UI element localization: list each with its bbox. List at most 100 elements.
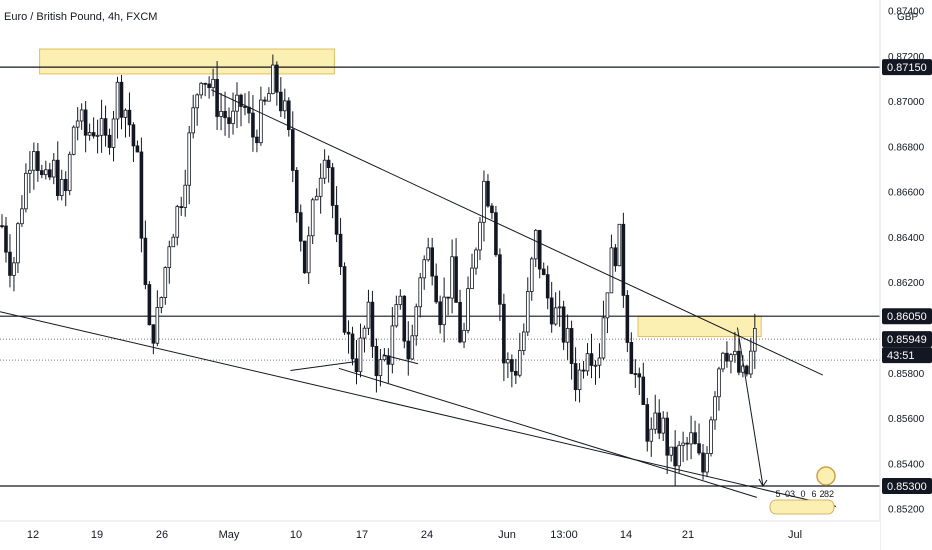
- candle-body: [557, 306, 562, 309]
- candle-body: [179, 206, 184, 208]
- candle-body: [410, 335, 415, 360]
- candle-body: [95, 134, 100, 137]
- trendline-0: [210, 89, 824, 376]
- candle-body: [151, 324, 156, 344]
- x-tick-label: 12: [27, 529, 39, 541]
- candles: [0, 54, 757, 486]
- candle-body: [561, 306, 566, 343]
- candle-body: [366, 301, 371, 329]
- candle-body: [306, 235, 311, 274]
- candle-body: [143, 237, 148, 285]
- candle-body: [553, 307, 558, 325]
- candle-body: [502, 303, 506, 364]
- event-badges[interactable]: 5 03 0 6 2 82: [769, 466, 836, 515]
- candle-body: [426, 247, 430, 261]
- candle-body: [613, 247, 618, 267]
- candle-body: [195, 94, 199, 109]
- candle-body: [525, 291, 530, 333]
- candle-body: [549, 297, 554, 325]
- candle-body: [350, 333, 355, 360]
- candle-body: [681, 442, 685, 446]
- candle-body: [338, 233, 343, 268]
- candle-body: [390, 325, 395, 365]
- time-axis[interactable]: 12 19 26 May 10 17 24 Jun 13:00 14 21 Jul: [0, 520, 880, 550]
- candle-body: [123, 109, 128, 118]
- candle-body: [470, 267, 474, 290]
- current-price-label-bg: [882, 331, 932, 348]
- candle-body: [36, 151, 40, 171]
- candle-body: [709, 419, 713, 454]
- candle-body: [490, 205, 494, 214]
- candle-body: [581, 369, 586, 372]
- candle-body: [51, 159, 56, 178]
- candle-body: [255, 136, 259, 144]
- candle-body: [40, 170, 44, 176]
- candle-body: [545, 274, 550, 299]
- candle-body: [8, 251, 12, 276]
- price-axis[interactable]: 0.87400 0.87200 0.87000 0.86800 0.86600 0.864…: [879, 0, 932, 550]
- candle-body: [577, 369, 582, 391]
- x-tick-label: May: [219, 529, 240, 541]
- candle-body: [717, 368, 721, 398]
- candle-body: [290, 129, 295, 171]
- candle-body: [494, 212, 498, 256]
- candle-body: [474, 249, 478, 269]
- candle-body: [641, 376, 646, 405]
- candle-body: [629, 342, 634, 374]
- candle-body: [753, 327, 757, 352]
- candle-body: [55, 159, 60, 196]
- trendline-3: [290, 361, 357, 372]
- candle-body: [354, 358, 359, 373]
- event-badge-icon: [816, 466, 836, 486]
- candle-body: [167, 246, 172, 268]
- candle-body: [223, 110, 227, 119]
- x-tick-label: 10: [290, 529, 302, 541]
- candle-body: [713, 396, 717, 421]
- badge-text: 82: [824, 489, 834, 499]
- candle-body: [478, 221, 482, 251]
- candle-body: [705, 453, 709, 473]
- level-price-label: 0.86050: [887, 311, 927, 323]
- candle-body: [498, 254, 502, 305]
- candle-body: [729, 354, 733, 362]
- candle-body: [649, 428, 654, 442]
- candle-body: [4, 225, 8, 253]
- candle-body: [677, 444, 681, 467]
- candle-body: [617, 223, 622, 267]
- badge-text: 03: [785, 489, 795, 499]
- candle-body: [506, 359, 510, 364]
- candle-body: [239, 94, 243, 107]
- candle-body: [454, 256, 458, 303]
- candle-body: [75, 120, 80, 128]
- supply-zone-1: [637, 315, 762, 338]
- arrow-head: [758, 478, 768, 487]
- candle-body: [689, 432, 693, 445]
- candle-body: [342, 266, 347, 333]
- projection-arrow: [736, 327, 764, 487]
- candle-body: [406, 340, 411, 360]
- candle-body: [83, 109, 88, 136]
- candle-body: [187, 132, 192, 186]
- candle-body: [310, 199, 315, 237]
- candle-body: [529, 258, 534, 292]
- candle-body: [593, 364, 598, 367]
- event-badge-strip: [769, 499, 835, 515]
- candle-body: [199, 82, 203, 96]
- candle-body: [458, 301, 462, 343]
- candle-body: [589, 353, 594, 366]
- candle-body: [107, 134, 112, 148]
- candle-body: [521, 331, 526, 351]
- candle-body: [621, 223, 626, 296]
- candle-body: [541, 268, 546, 276]
- y-tick-label: 0.86800: [888, 142, 925, 153]
- candle-body: [279, 91, 283, 112]
- badge-text: 5: [775, 489, 780, 499]
- candle-body: [103, 118, 108, 136]
- candle-body: [514, 370, 518, 376]
- candle-body: [434, 275, 438, 303]
- candle-body: [733, 350, 737, 356]
- badge-text: 2: [819, 489, 824, 499]
- x-tick-label: 19: [91, 529, 103, 541]
- candle-body: [657, 412, 662, 434]
